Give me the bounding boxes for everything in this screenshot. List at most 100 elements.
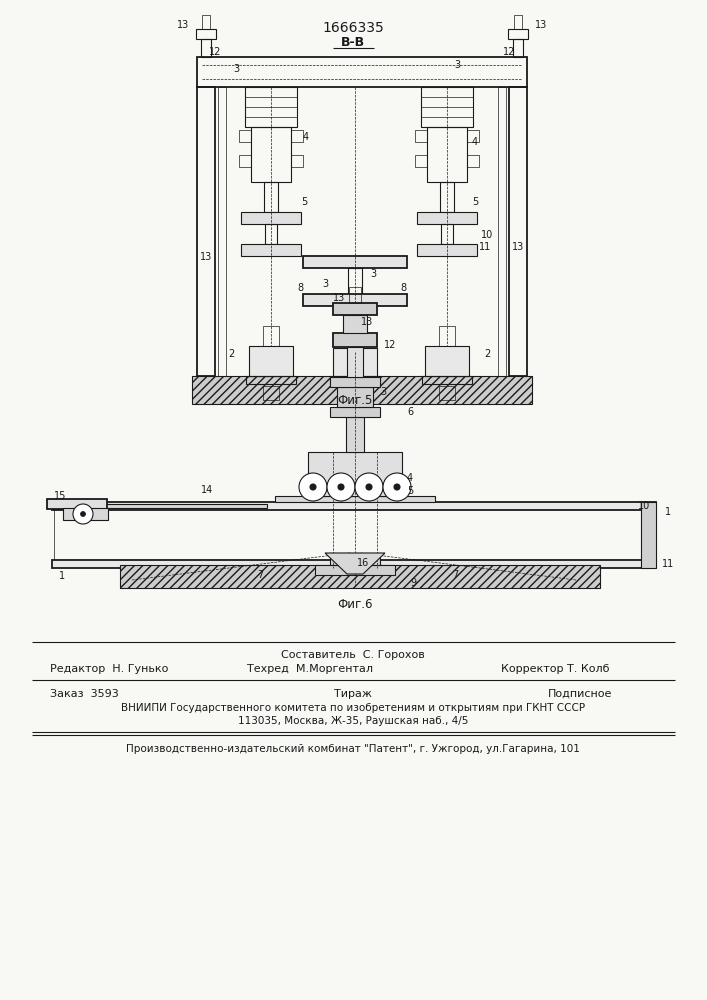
Text: 13: 13 <box>333 293 345 303</box>
Circle shape <box>310 484 316 490</box>
Text: 6: 6 <box>407 407 413 417</box>
Bar <box>348 268 362 298</box>
Bar <box>333 333 377 347</box>
Bar <box>427 127 467 182</box>
Text: 9: 9 <box>410 578 416 588</box>
Text: 13: 13 <box>361 317 373 327</box>
Bar <box>52 560 656 568</box>
Bar <box>439 386 455 400</box>
Bar <box>245 570 465 580</box>
Text: 3: 3 <box>454 60 460 70</box>
Text: 11: 11 <box>662 559 674 569</box>
Bar <box>239 155 251 167</box>
Bar <box>241 212 301 224</box>
Text: Корректор Т. Колб: Корректор Т. Колб <box>501 664 609 674</box>
Bar <box>196 29 216 39</box>
Bar <box>291 155 303 167</box>
Bar <box>347 347 363 377</box>
Text: 15: 15 <box>54 491 66 501</box>
Text: ВНИИПИ Государственного комитета по изобретениям и открытиям при ГКНТ СССР: ВНИИПИ Государственного комитета по изоб… <box>121 703 585 713</box>
Text: Подписное: Подписное <box>548 689 612 699</box>
Bar <box>513 39 523 57</box>
Bar <box>197 57 527 87</box>
Bar <box>439 326 455 346</box>
Text: В-В: В-В <box>341 36 365 49</box>
Text: 2: 2 <box>228 349 234 359</box>
Text: 1: 1 <box>665 507 671 517</box>
Circle shape <box>394 484 400 490</box>
Text: 11: 11 <box>479 242 491 252</box>
Bar <box>275 496 435 502</box>
Text: 2: 2 <box>484 349 490 359</box>
Bar <box>120 565 600 588</box>
Text: 3: 3 <box>233 64 239 74</box>
Bar <box>330 553 380 565</box>
Bar <box>201 39 211 57</box>
Bar <box>467 130 479 142</box>
Bar <box>343 315 367 333</box>
Bar <box>417 212 477 224</box>
Bar <box>346 417 364 452</box>
Text: 14: 14 <box>201 485 213 495</box>
Bar <box>263 326 279 346</box>
Bar <box>498 87 506 376</box>
Text: 4: 4 <box>303 132 309 142</box>
Bar <box>467 155 479 167</box>
Bar <box>330 407 380 417</box>
Bar <box>347 386 363 400</box>
Bar <box>349 287 361 303</box>
Bar <box>440 182 454 212</box>
Circle shape <box>383 473 411 501</box>
Bar <box>417 244 477 256</box>
Bar <box>245 87 297 127</box>
Text: 4: 4 <box>407 473 413 483</box>
Bar <box>202 15 210 29</box>
Bar <box>249 346 293 376</box>
Bar <box>330 377 380 387</box>
Circle shape <box>81 512 86 516</box>
Bar <box>422 376 472 384</box>
Bar <box>330 376 380 384</box>
Text: Тираж: Тираж <box>334 689 372 699</box>
Bar <box>239 130 251 142</box>
Text: 113035, Москва, Ж-35, Раушская наб., 4/5: 113035, Москва, Ж-35, Раушская наб., 4/5 <box>238 716 468 726</box>
Bar <box>303 294 407 306</box>
Bar <box>508 29 528 39</box>
Bar <box>333 348 377 376</box>
Circle shape <box>366 484 372 490</box>
Text: 3: 3 <box>370 269 376 279</box>
Circle shape <box>355 473 383 501</box>
Bar <box>52 502 656 510</box>
Text: Составитель  С. Горохов: Составитель С. Горохов <box>281 650 425 660</box>
Bar <box>265 224 277 244</box>
Text: 16: 16 <box>357 558 369 568</box>
Text: 10: 10 <box>638 501 650 511</box>
Polygon shape <box>63 508 108 520</box>
Bar <box>52 504 267 508</box>
Text: 12: 12 <box>384 340 396 350</box>
Text: Техред  М.Моргентал: Техред М.Моргентал <box>247 664 373 674</box>
Text: 13: 13 <box>535 20 547 30</box>
Bar <box>291 130 303 142</box>
Text: 13: 13 <box>177 20 189 30</box>
Text: 8: 8 <box>297 283 303 293</box>
Text: 5: 5 <box>407 486 413 496</box>
Text: 5: 5 <box>472 197 478 207</box>
Bar <box>333 303 377 315</box>
Circle shape <box>299 473 327 501</box>
Text: 12: 12 <box>209 47 221 57</box>
Bar <box>337 387 373 407</box>
Bar <box>514 15 522 29</box>
Bar <box>421 87 473 127</box>
Text: 13: 13 <box>512 242 524 252</box>
Text: 1: 1 <box>59 571 65 581</box>
Text: Фиг.6: Фиг.6 <box>337 598 373 611</box>
Bar <box>441 224 453 244</box>
Bar <box>641 502 656 568</box>
Bar <box>315 565 395 575</box>
Bar <box>425 346 469 376</box>
Text: 10: 10 <box>481 230 493 240</box>
Bar <box>350 565 360 568</box>
Bar <box>308 452 402 496</box>
Bar <box>303 256 407 268</box>
